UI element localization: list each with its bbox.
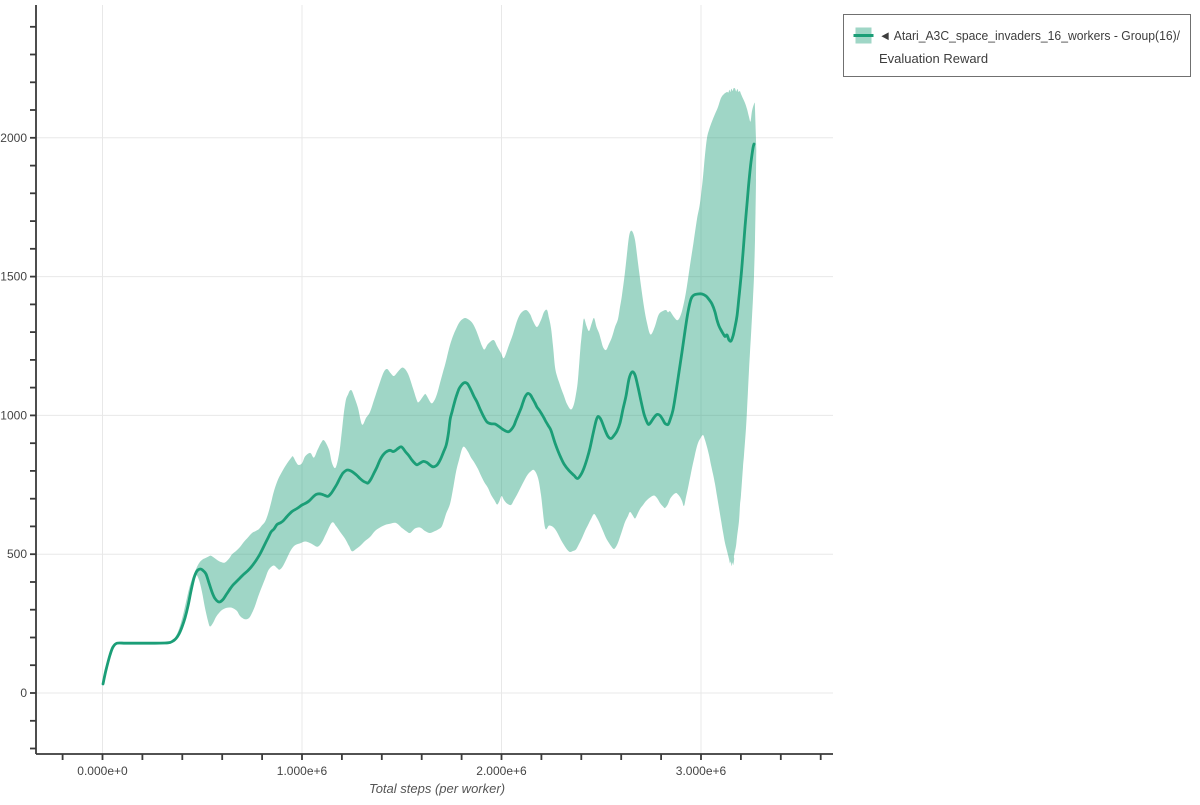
svg-text:1500: 1500 — [0, 270, 27, 284]
svg-text:500: 500 — [7, 547, 27, 561]
svg-text:2000: 2000 — [0, 131, 27, 145]
svg-text:2.000e+6: 2.000e+6 — [476, 764, 527, 778]
svg-text:3.000e+6: 3.000e+6 — [676, 764, 727, 778]
svg-text:◄ Atari_A3C_space_invaders_16_: ◄ Atari_A3C_space_invaders_16_workers - … — [879, 28, 1180, 43]
svg-text:1000: 1000 — [0, 408, 27, 422]
svg-text:1.000e+6: 1.000e+6 — [277, 764, 328, 778]
svg-text:0: 0 — [20, 686, 27, 700]
svg-text:0.000e+0: 0.000e+0 — [77, 764, 128, 778]
svg-text:Evaluation Reward: Evaluation Reward — [879, 51, 988, 66]
svg-text:Total steps (per worker): Total steps (per worker) — [369, 781, 505, 796]
